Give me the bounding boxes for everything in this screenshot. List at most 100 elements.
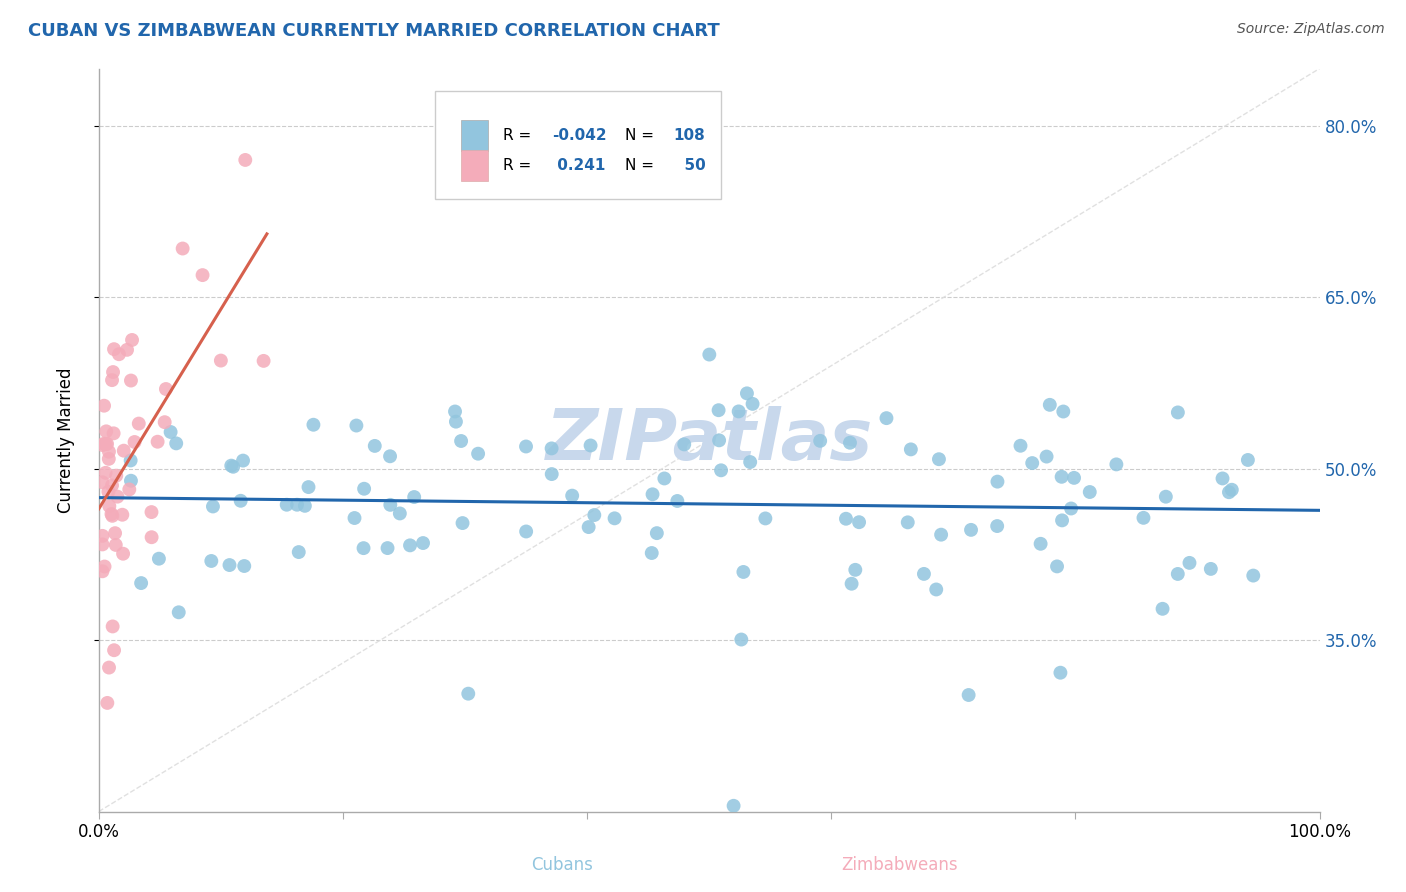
Point: [1046, 559, 1069, 574]
Point: [1050, 513, 1073, 527]
Point: [450, 434, 472, 448]
Point: [98, 660, 121, 674]
Text: N =: N =: [624, 158, 659, 173]
Point: [986, 475, 1008, 489]
Point: [101, 373, 124, 387]
Point: [1035, 450, 1057, 464]
Point: [378, 450, 401, 464]
Point: [233, 153, 256, 167]
Point: [412, 536, 434, 550]
Text: 0.241: 0.241: [551, 158, 605, 173]
Point: [399, 538, 422, 552]
Point: [377, 541, 399, 555]
Point: [928, 452, 950, 467]
Point: [925, 582, 948, 597]
Point: [540, 442, 562, 456]
Point: [735, 386, 758, 401]
Point: [579, 438, 602, 452]
Point: [191, 268, 214, 282]
Point: [515, 524, 537, 539]
Point: [808, 434, 831, 448]
Point: [91, 438, 114, 452]
Point: [1063, 471, 1085, 485]
Point: [467, 447, 489, 461]
Point: [118, 483, 141, 497]
Point: [1167, 566, 1189, 581]
Point: [707, 403, 730, 417]
Point: [94, 466, 117, 480]
Point: [167, 605, 190, 619]
Point: [835, 512, 858, 526]
Text: -0.042: -0.042: [551, 128, 606, 143]
Point: [957, 688, 980, 702]
Point: [897, 516, 920, 530]
Point: [654, 471, 676, 485]
Point: [97, 484, 120, 499]
Text: CUBAN VS ZIMBABWEAN CURRENTLY MARRIED CORRELATION CHART: CUBAN VS ZIMBABWEAN CURRENTLY MARRIED CO…: [28, 22, 720, 40]
Point: [93, 436, 115, 450]
Point: [1178, 556, 1201, 570]
Point: [233, 559, 256, 574]
Point: [666, 494, 689, 508]
Point: [641, 546, 664, 560]
Point: [603, 511, 626, 525]
Point: [723, 798, 745, 813]
Point: [929, 527, 952, 541]
Point: [302, 417, 325, 432]
Point: [172, 242, 194, 256]
Point: [94, 437, 117, 451]
Point: [1167, 405, 1189, 419]
Point: [91, 564, 114, 578]
Point: [1052, 404, 1074, 418]
Point: [93, 559, 115, 574]
Text: Cubans: Cubans: [531, 855, 593, 873]
Point: [218, 558, 240, 572]
Point: [104, 526, 127, 541]
Point: [1021, 456, 1043, 470]
Y-axis label: Currently Married: Currently Married: [58, 368, 75, 513]
Point: [97, 444, 120, 458]
Point: [155, 382, 177, 396]
Point: [128, 417, 150, 431]
Point: [380, 498, 402, 512]
Point: [96, 437, 118, 451]
Point: [97, 451, 120, 466]
Point: [364, 439, 387, 453]
Point: [285, 498, 308, 512]
Point: [1154, 490, 1177, 504]
Point: [91, 537, 114, 551]
Point: [1010, 439, 1032, 453]
Point: [1078, 485, 1101, 500]
Point: [93, 399, 115, 413]
Point: [294, 499, 316, 513]
Point: [121, 333, 143, 347]
Point: [697, 347, 720, 361]
Point: [287, 545, 309, 559]
Point: [404, 490, 426, 504]
Point: [444, 404, 467, 418]
Point: [100, 507, 122, 521]
Point: [1105, 458, 1128, 472]
Point: [222, 459, 245, 474]
Point: [1050, 470, 1073, 484]
Point: [583, 508, 606, 522]
Point: [730, 632, 752, 647]
Point: [91, 475, 114, 490]
Point: [200, 554, 222, 568]
Point: [107, 490, 129, 504]
Point: [103, 643, 125, 657]
Point: [641, 487, 664, 501]
Point: [710, 463, 733, 477]
Point: [232, 453, 254, 467]
Point: [96, 696, 118, 710]
Point: [124, 435, 146, 450]
Point: [1218, 485, 1240, 500]
Point: [111, 508, 134, 522]
Point: [141, 530, 163, 544]
Point: [344, 418, 367, 433]
Point: [1039, 398, 1062, 412]
Point: [165, 436, 187, 450]
Point: [103, 426, 125, 441]
Point: [740, 455, 762, 469]
Text: R =: R =: [503, 128, 536, 143]
